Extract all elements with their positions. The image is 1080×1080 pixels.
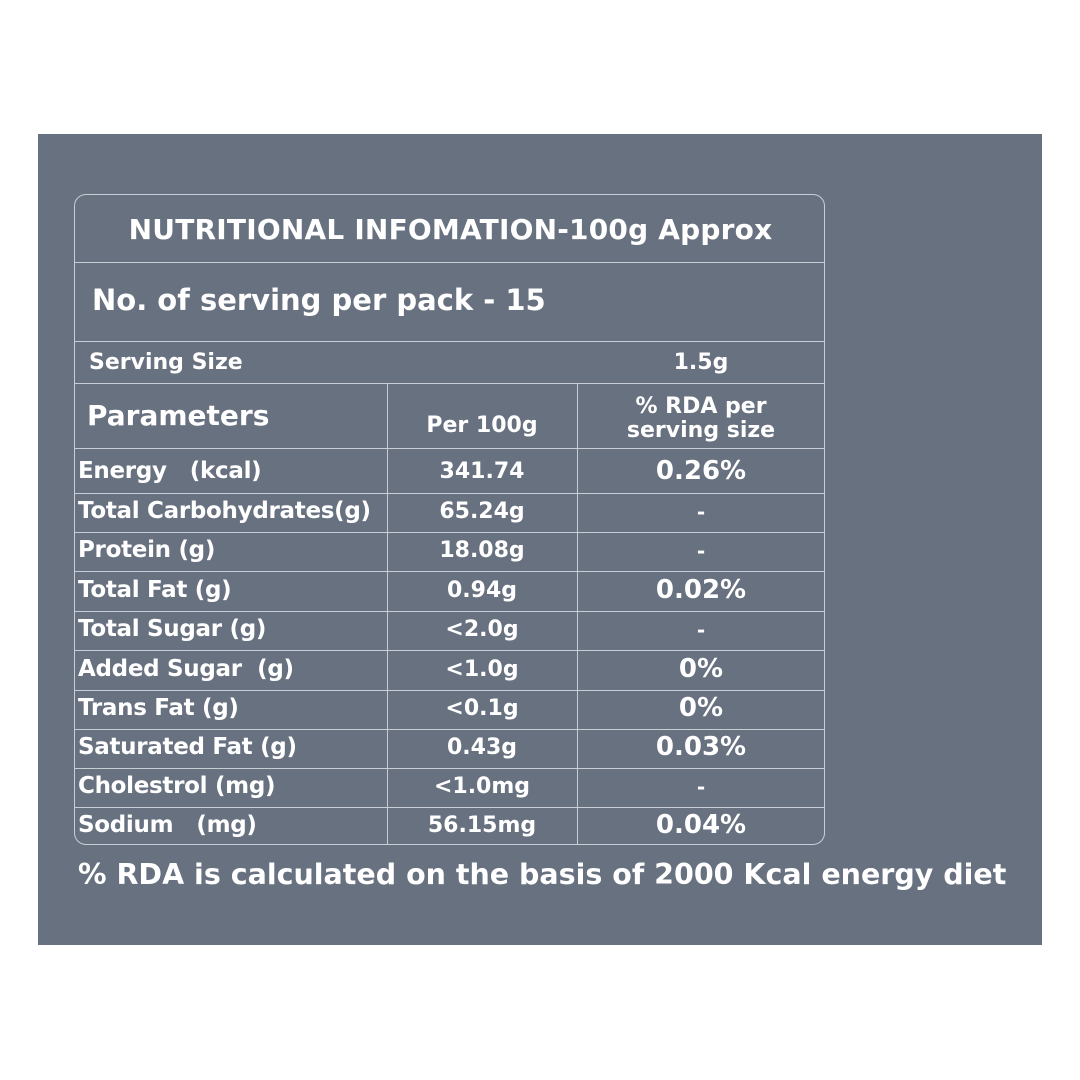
row-per-100g: <1.0mg: [433, 774, 531, 799]
divider: [75, 532, 824, 533]
row-per-100g: <2.0g: [445, 617, 519, 642]
row-rda: 0%: [678, 693, 724, 723]
row-name: Cholestrol (mg): [78, 773, 276, 799]
header-per-100g: Per 100g: [426, 413, 538, 438]
divider: [75, 262, 824, 263]
column-divider: [387, 383, 388, 844]
row-per-100g: 0.43g: [446, 735, 518, 760]
column-divider: [577, 383, 578, 844]
table-row: Saturated Fat (g) 0.43g 0.03%: [75, 729, 824, 768]
table-row: Total Fat (g) 0.94g 0.02%: [75, 572, 824, 611]
divider: [75, 807, 824, 808]
divider: [75, 571, 824, 572]
row-name: Saturated Fat (g): [78, 734, 297, 760]
row-per-100g: 341.74: [439, 459, 525, 484]
row-per-100g: 18.08g: [439, 538, 525, 563]
divider: [75, 768, 824, 769]
row-rda: 0.26%: [655, 456, 747, 486]
row-per-100g: <0.1g: [445, 696, 519, 721]
row-rda: 0.04%: [655, 810, 747, 840]
header-parameters: Parameters: [87, 399, 270, 432]
header-rda: % RDA per serving size: [578, 395, 824, 443]
divider: [75, 729, 824, 730]
header-rda-line2: serving size: [626, 418, 776, 443]
row-name: Added Sugar (g): [78, 656, 294, 682]
table-row: Protein (g) 18.08g -: [75, 532, 824, 571]
table-title: NUTRITIONAL INFOMATION-100g Approx: [128, 213, 773, 246]
nutrition-panel: [38, 134, 1042, 945]
row-rda: -: [696, 539, 706, 563]
row-per-100g: 0.94g: [446, 578, 518, 603]
nutrition-table: NUTRITIONAL INFOMATION-100g Approx No. o…: [74, 194, 825, 845]
row-name: Sodium (mg): [78, 812, 257, 838]
divider: [75, 383, 824, 384]
divider: [75, 690, 824, 691]
header-rda-line1: % RDA per: [635, 394, 767, 419]
servings-per-pack: No. of serving per pack - 15: [92, 283, 546, 317]
row-rda: 0%: [678, 654, 724, 684]
table-row: Total Carbohydrates(g) 65.24g -: [75, 493, 824, 532]
table-row: Cholestrol (mg) <1.0mg -: [75, 768, 824, 807]
row-per-100g: 65.24g: [439, 499, 525, 524]
row-name: Total Sugar (g): [78, 616, 267, 642]
row-name: Total Fat (g): [78, 577, 232, 603]
serving-size-value: 1.5g: [673, 350, 729, 375]
row-rda: -: [696, 500, 706, 524]
rda-footnote: % RDA is calculated on the basis of 2000…: [78, 858, 1007, 891]
table-row: Added Sugar (g) <1.0g 0%: [75, 651, 824, 690]
row-name: Protein (g): [78, 537, 216, 563]
row-name: Trans Fat (g): [78, 695, 239, 721]
row-rda: 0.02%: [655, 575, 747, 605]
table-row: Trans Fat (g) <0.1g 0%: [75, 690, 824, 729]
table-row: Sodium (mg) 56.15mg 0.04%: [75, 807, 824, 844]
row-per-100g: 56.15mg: [427, 813, 537, 838]
serving-size-label: Serving Size: [89, 350, 243, 375]
divider: [75, 611, 824, 612]
row-rda: 0.03%: [655, 732, 747, 762]
table-row: Energy (kcal) 341.74 0.26%: [75, 453, 824, 492]
row-name: Energy (kcal): [78, 458, 262, 484]
row-name: Total Carbohydrates(g): [78, 498, 371, 524]
row-rda: -: [696, 775, 706, 799]
divider: [75, 493, 824, 494]
divider: [75, 650, 824, 651]
table-row: Total Sugar (g) <2.0g -: [75, 611, 824, 650]
divider: [75, 341, 824, 342]
row-per-100g: <1.0g: [445, 657, 519, 682]
row-rda: -: [696, 618, 706, 642]
divider: [75, 448, 824, 449]
